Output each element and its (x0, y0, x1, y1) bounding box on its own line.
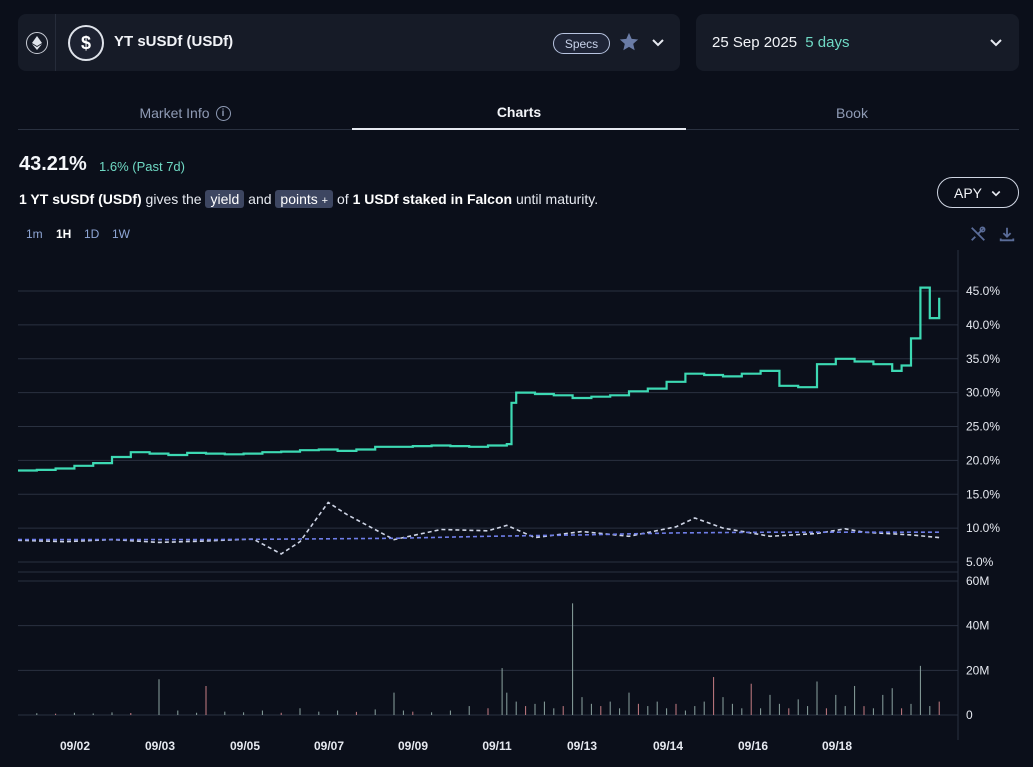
maturity-date-value: 25 Sep 2025 (712, 34, 798, 51)
days-to-maturity: 5 days (805, 34, 850, 51)
points-label: points (280, 191, 318, 207)
timeframe-1w[interactable]: 1W (112, 227, 130, 241)
market-selector[interactable]: $ YT sUSDf (USDf) Specs (18, 14, 680, 71)
chevron-down-icon[interactable] (988, 34, 1004, 50)
tab-charts[interactable]: Charts (352, 96, 686, 130)
apy-selector-label: APY (953, 184, 982, 201)
desc-text: of (337, 191, 349, 207)
apy-change: 1.6% (Past 7d) (99, 159, 185, 174)
y-tick-label: 35.0% (966, 352, 1000, 366)
chevron-down-icon (991, 190, 1001, 196)
specs-button[interactable]: Specs (553, 33, 610, 54)
tab-label: Charts (496, 104, 542, 120)
tab-label: Market Info (139, 105, 210, 121)
dollar-icon: $ (68, 25, 104, 61)
x-tick-label: 09/09 (398, 739, 428, 753)
underlying-apy-avg-line (18, 531, 940, 541)
apy-chart[interactable]: 45.0% 40.0% 35.0% 30.0% 25.0% 20.0% 15.0% 10.0%… (0, 250, 1033, 767)
y-tick-label: 15.0% (966, 487, 1000, 501)
x-tick-label: 09/11 (482, 739, 512, 753)
y-tick-label: 20.0% (966, 453, 1000, 467)
y-tick-label: 25.0% (966, 420, 1000, 434)
y-tick-label: 40.0% (966, 318, 1000, 332)
description: 1 YT sUSDf (USDf) gives the yield and po… (19, 190, 599, 208)
yield-chip[interactable]: yield (205, 190, 245, 208)
svg-text:$: $ (81, 33, 91, 53)
chevron-down-icon[interactable] (650, 34, 666, 50)
chain-badge (18, 14, 56, 71)
y-tick-label: 45.0% (966, 284, 1000, 298)
x-tick-label: 09/13 (567, 739, 597, 753)
x-tick-label: 09/16 (738, 739, 768, 753)
x-tick-label: 09/03 (145, 739, 175, 753)
y-tick-label: 30.0% (966, 386, 1000, 400)
download-icon[interactable] (998, 225, 1016, 243)
maturity-selector[interactable]: 25 Sep 2025 5 days (696, 14, 1019, 71)
timeframe-1h[interactable]: 1H (56, 227, 72, 241)
x-tick-label: 09/14 (653, 739, 683, 753)
current-apy: 43.21% (19, 153, 87, 175)
apy-selector[interactable]: APY (937, 177, 1019, 208)
info-icon[interactable]: i (215, 105, 231, 121)
tools-icon[interactable] (969, 225, 987, 243)
y-tick-label: 5.0% (966, 555, 994, 569)
plus-icon: + (321, 195, 329, 207)
x-tick-label: 09/02 (60, 739, 90, 753)
tab-bar: Market Info i Charts Book (18, 96, 1019, 130)
underlying-apy-line (17, 501, 940, 555)
x-tick-label: 09/18 (822, 739, 852, 753)
market-title: YT sUSDf (USDf) (114, 33, 234, 50)
timeframe-1d[interactable]: 1D (84, 227, 100, 241)
desc-staked: 1 USDf staked in Falcon (352, 191, 513, 207)
volume-tick-label: 40M (966, 619, 989, 633)
volume-tick-label: 0 (966, 708, 973, 722)
desc-subject: 1 YT sUSDf (USDf) (19, 191, 142, 207)
volume-tick-label: 60M (966, 574, 989, 588)
implied-apy-line (18, 286, 941, 472)
ethereum-icon (25, 31, 48, 54)
x-tick-label: 09/07 (314, 739, 344, 753)
maturity-date: 25 Sep 2025 5 days (712, 34, 849, 51)
desc-text: until maturity. (515, 191, 599, 207)
y-tick-label: 10.0% (966, 521, 1000, 535)
tab-label: Book (836, 105, 868, 121)
timeframe-1m[interactable]: 1m (26, 227, 43, 241)
desc-text: and (248, 191, 272, 207)
desc-text: gives the (145, 191, 202, 207)
points-chip[interactable]: points + (275, 190, 334, 208)
tab-book[interactable]: Book (685, 96, 1019, 130)
tab-market-info[interactable]: Market Info i (18, 96, 352, 130)
x-tick-label: 09/05 (230, 739, 260, 753)
star-icon[interactable] (618, 31, 640, 53)
volume-tick-label: 20M (966, 663, 989, 677)
